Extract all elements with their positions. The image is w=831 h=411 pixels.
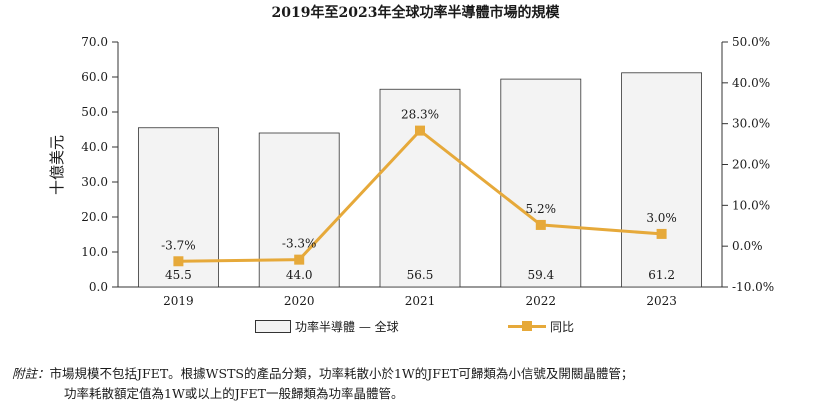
yoy-value-label: 5.2%: [526, 202, 557, 216]
x-tick-label: 2023: [646, 294, 677, 308]
footnote-label: 附註：: [12, 366, 50, 381]
y-tick-label: 40.0: [81, 140, 108, 154]
y2-tick-label: 30.0%: [732, 117, 770, 131]
yoy-marker: [415, 125, 425, 136]
bars: 45.5 44.0 56.5 59.4 61.2: [137, 72, 702, 288]
bar: [379, 88, 461, 288]
footnote: 附註：市場規模不包括JFET。根據WSTS的產品分類，功率耗散小於1W的JFET…: [12, 364, 633, 404]
bar-value-label: 44.0: [286, 268, 313, 282]
footnote-line-2: 功率耗散額定值為1W或以上的JFET一般歸類為功率晶體管。: [64, 386, 404, 401]
legend-line-swatch: [508, 321, 546, 332]
x-tick-label: 2022: [526, 294, 557, 308]
bar: [500, 78, 582, 288]
legend-bar: 功率半導體 — 全球: [255, 318, 399, 335]
bar-value-label: 56.5: [407, 268, 434, 282]
bar-value-label: 61.2: [648, 268, 675, 282]
y2-tick-label: -10.0%: [732, 280, 774, 294]
yoy-value-label: 3.0%: [646, 211, 677, 225]
legend-bar-swatch: [255, 320, 291, 333]
y-axis-title: 十億美元: [48, 135, 66, 195]
y-tick-label: 50.0: [81, 105, 108, 119]
bar: [621, 72, 702, 288]
y2-tick-label: 10.0%: [732, 198, 770, 212]
y-tick-label: 70.0: [81, 35, 108, 49]
x-tick-label: 2019: [163, 294, 194, 308]
yoy-value-label: 28.3%: [401, 108, 439, 122]
y-tick-label: 30.0: [81, 175, 108, 189]
legend-line-label: 同比: [550, 320, 575, 334]
yoy-marker: [173, 256, 184, 267]
y2-tick-label: 20.0%: [732, 158, 770, 172]
yoy-line: -3.7% -3.3% 28.3% 5.2% 3.0%: [161, 108, 677, 267]
chart-title: 2019年至2023年全球功率半導體市場的規模: [271, 5, 560, 21]
yoy-value-label: -3.3%: [282, 237, 317, 251]
x-tick-label: 2020: [284, 294, 315, 308]
y-tick-label: 10.0: [81, 245, 108, 259]
yoy-marker: [294, 254, 305, 265]
yoy-value-label: -3.7%: [161, 238, 196, 252]
bar-value-label: 59.4: [527, 268, 554, 282]
y-tick-label: 20.0: [81, 210, 108, 224]
y-tick-label: 0.0: [89, 280, 108, 294]
yoy-marker: [656, 228, 667, 239]
y-tick-label: 60.0: [81, 70, 108, 84]
legend-line: 同比: [508, 318, 574, 335]
bar-value-label: 45.5: [165, 268, 192, 282]
axes: 70.0 60.0 50.0 40.0 30.0 20.0 10.0 0.0 50.0% 40.0…: [81, 35, 774, 308]
yoy-marker: [535, 219, 546, 230]
footnote-line-1: 市場規模不包括JFET。根據WSTS的產品分類，功率耗散小於1W的JFET可歸類…: [49, 366, 634, 381]
y2-tick-label: 40.0%: [732, 76, 770, 90]
x-tick-label: 2021: [405, 294, 436, 308]
y2-tick-label: 50.0%: [732, 35, 770, 49]
y2-tick-label: 0.0%: [732, 239, 763, 253]
legend-bar-label: 功率半導體 — 全球: [295, 320, 399, 334]
